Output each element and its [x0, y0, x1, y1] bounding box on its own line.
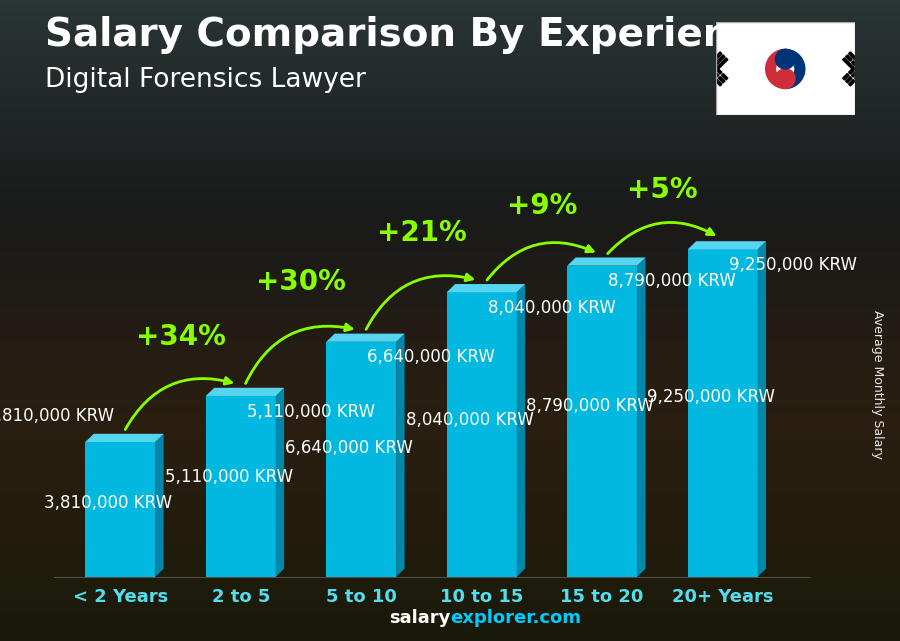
Polygon shape [713, 71, 719, 77]
Polygon shape [709, 74, 722, 86]
Text: 9,250,000 KRW: 9,250,000 KRW [646, 388, 775, 406]
Polygon shape [842, 58, 855, 70]
Text: +21%: +21% [376, 219, 466, 247]
Text: +5%: +5% [627, 176, 698, 204]
Polygon shape [722, 74, 728, 80]
Polygon shape [446, 292, 517, 577]
Polygon shape [846, 76, 852, 83]
Polygon shape [688, 249, 758, 577]
Polygon shape [842, 74, 849, 80]
Polygon shape [327, 333, 405, 342]
Polygon shape [785, 49, 805, 88]
Text: Average Monthly Salary: Average Monthly Salary [871, 310, 884, 459]
Polygon shape [716, 58, 728, 70]
Polygon shape [849, 68, 855, 74]
Text: 5,110,000 KRW: 5,110,000 KRW [165, 469, 292, 487]
Polygon shape [716, 68, 722, 74]
Polygon shape [567, 265, 637, 577]
Text: 8,040,000 KRW: 8,040,000 KRW [488, 299, 616, 317]
Polygon shape [709, 52, 722, 64]
Polygon shape [849, 79, 855, 86]
Polygon shape [275, 388, 284, 577]
Polygon shape [206, 396, 275, 577]
Polygon shape [155, 434, 164, 577]
Text: 3,810,000 KRW: 3,810,000 KRW [44, 494, 172, 512]
Polygon shape [851, 71, 858, 77]
Polygon shape [206, 388, 284, 396]
Polygon shape [327, 342, 396, 577]
Polygon shape [851, 61, 858, 67]
Circle shape [776, 69, 795, 88]
Polygon shape [716, 22, 855, 115]
Text: +9%: +9% [507, 192, 577, 221]
Text: 8,790,000 KRW: 8,790,000 KRW [608, 272, 736, 290]
Polygon shape [766, 49, 785, 88]
Text: 9,250,000 KRW: 9,250,000 KRW [729, 256, 857, 274]
Text: 8,790,000 KRW: 8,790,000 KRW [526, 397, 654, 415]
Polygon shape [446, 284, 525, 292]
Text: 8,040,000 KRW: 8,040,000 KRW [406, 412, 534, 429]
Polygon shape [567, 258, 645, 265]
Text: explorer.com: explorer.com [450, 609, 581, 627]
Text: 6,640,000 KRW: 6,640,000 KRW [285, 438, 413, 456]
Text: salary: salary [389, 609, 450, 627]
Polygon shape [517, 284, 525, 577]
Polygon shape [86, 434, 164, 442]
Polygon shape [854, 74, 861, 80]
Text: +34%: +34% [136, 322, 225, 351]
Polygon shape [637, 258, 645, 577]
Text: 6,640,000 KRW: 6,640,000 KRW [367, 349, 495, 367]
Text: 5,110,000 KRW: 5,110,000 KRW [247, 403, 375, 420]
Polygon shape [86, 442, 155, 577]
Text: Digital Forensics Lawyer: Digital Forensics Lawyer [45, 67, 366, 94]
Polygon shape [718, 76, 724, 83]
Polygon shape [758, 241, 766, 577]
Polygon shape [849, 52, 861, 64]
Circle shape [776, 49, 795, 69]
Text: 3,810,000 KRW: 3,810,000 KRW [0, 406, 114, 424]
Polygon shape [396, 333, 405, 577]
Polygon shape [688, 241, 766, 249]
Polygon shape [713, 55, 725, 67]
Text: +30%: +30% [256, 269, 346, 296]
Text: Salary Comparison By Experience: Salary Comparison By Experience [45, 16, 779, 54]
Polygon shape [846, 55, 852, 62]
